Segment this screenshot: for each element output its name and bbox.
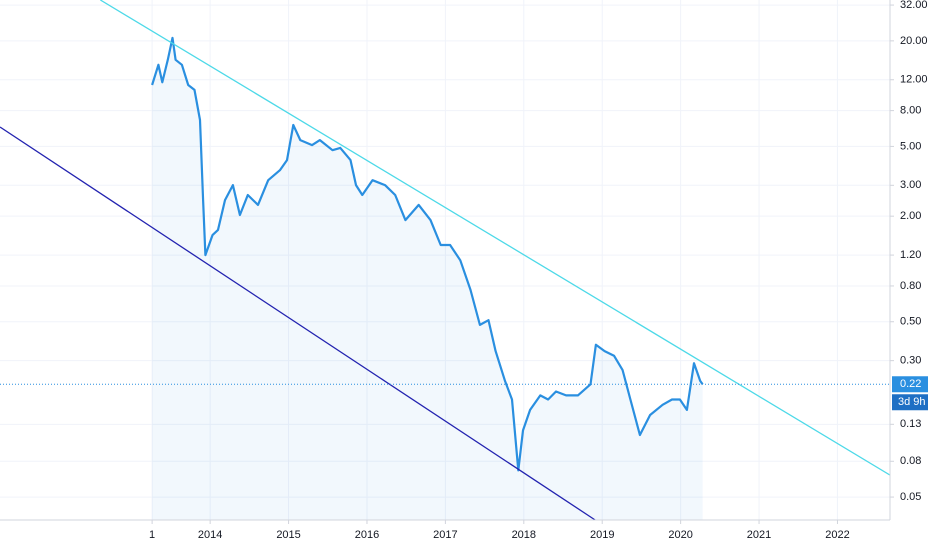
last-price-box: [892, 376, 928, 393]
area: [152, 37, 703, 521]
y-tick-label: 20.00: [900, 35, 928, 47]
trendline: [0, 126, 596, 521]
grid: [0, 0, 890, 520]
x-tick-label: 2019: [590, 529, 614, 541]
y-tick-label: 2.00: [900, 210, 921, 222]
trendline: [100, 0, 891, 476]
y-tick-label: 0.13: [900, 418, 921, 430]
x-tick-label: 2016: [355, 529, 379, 541]
y-tick-label: 0.08: [900, 455, 921, 467]
x-tick-label: 2020: [668, 529, 692, 541]
countdown-box: [892, 394, 928, 411]
y-tick-label: 0.05: [900, 491, 921, 503]
y-tick-label: 1.20: [900, 249, 921, 261]
x-tick-label: 2022: [825, 529, 849, 541]
countdown-label: 3d 9h: [898, 396, 926, 408]
x-tick-label: 2017: [433, 529, 457, 541]
price-line: [151, 36, 704, 472]
x-tick-label: 2018: [512, 529, 536, 541]
x-tick-label: 2014: [198, 529, 222, 541]
y-tick-label: 12.00: [900, 74, 928, 86]
x-tick-label: 1: [149, 529, 155, 541]
x-tick-label: 2015: [276, 529, 300, 541]
y-tick-label: 8.00: [900, 105, 921, 117]
y-tick-label: 0.80: [900, 280, 921, 292]
y-tick-label: 5.00: [900, 140, 921, 152]
last-price-label: 0.22: [900, 378, 921, 390]
y-tick-label: 3.00: [900, 179, 921, 191]
y-tick-label: 0.50: [900, 316, 921, 328]
x-tick-label: 2021: [747, 529, 771, 541]
axes: 32.00 20.00 12.00 8.00 5.00 3.00 2.00 1.20 0.80 0…: [149, 0, 928, 541]
y-tick-label: 0.30: [900, 355, 921, 367]
y-tick-label: 32.00: [900, 0, 928, 11]
plot: [0, 0, 891, 521]
